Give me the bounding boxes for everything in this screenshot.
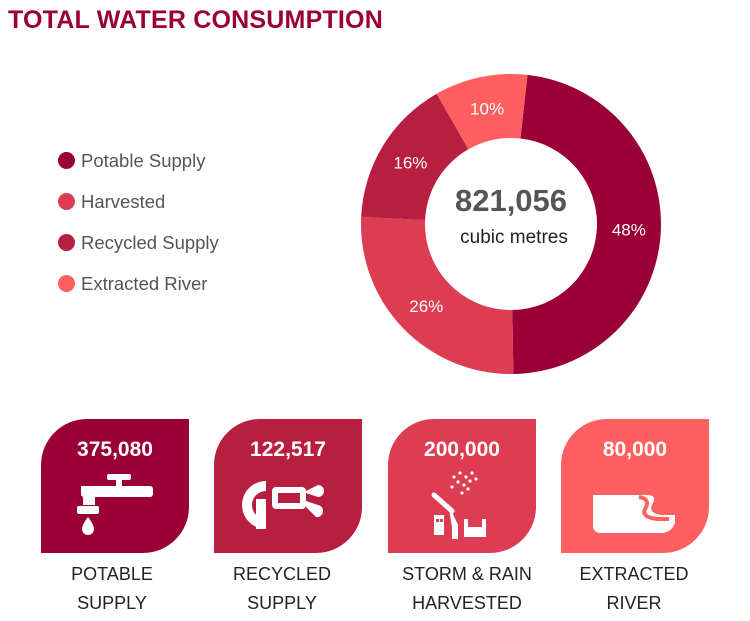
chart-legend: Potable Supply Harvested Recycled Supply… bbox=[58, 140, 219, 304]
donut-slice-label: 26% bbox=[409, 297, 443, 316]
caption-line: SUPPLY bbox=[247, 593, 317, 613]
legend-label: Recycled Supply bbox=[81, 231, 219, 253]
legend-item-recycled: Recycled Supply bbox=[58, 222, 219, 263]
donut-slice-recycled-supply bbox=[361, 93, 469, 220]
donut-slices bbox=[361, 74, 662, 374]
caption-potable-supply: POTABLE SUPPLY bbox=[27, 560, 197, 618]
caption-line: SUPPLY bbox=[77, 593, 147, 613]
caption-recycled-supply: RECYCLED SUPPLY bbox=[197, 560, 367, 618]
card-value: 122,517 bbox=[250, 438, 326, 461]
card-value: 375,080 bbox=[77, 438, 153, 461]
card-value: 200,000 bbox=[424, 438, 500, 461]
legend-label: Extracted River bbox=[81, 272, 208, 294]
card-potable-supply: 375,080 bbox=[41, 419, 189, 553]
caption-line: RIVER bbox=[606, 593, 662, 613]
donut-slice-label: 10% bbox=[470, 99, 504, 118]
rain-house-icon bbox=[431, 471, 486, 539]
caption-extracted-river: EXTRACTED RIVER bbox=[549, 560, 719, 618]
card-recycled-supply: 122,517 bbox=[214, 419, 362, 553]
legend-label: Potable Supply bbox=[81, 149, 206, 171]
tap-icon bbox=[77, 474, 153, 535]
donut-slice-label: 48% bbox=[612, 221, 646, 240]
legend-item-potable: Potable Supply bbox=[58, 140, 219, 181]
caption-line: RECYCLED bbox=[232, 564, 332, 584]
donut-slice-label: 16% bbox=[393, 153, 427, 172]
river-icon bbox=[593, 495, 675, 533]
center-total-value: 821,056 bbox=[455, 183, 567, 218]
card-value: 80,000 bbox=[602, 438, 668, 461]
center-unit-label: cubic metres bbox=[460, 227, 568, 248]
legend-item-extracted: Extracted River bbox=[58, 263, 219, 304]
donut-labels: 48% 26% 16% 10% bbox=[393, 99, 646, 316]
legend-dot bbox=[58, 275, 75, 292]
legend-dot bbox=[58, 152, 75, 169]
caption-line: EXTRACTED bbox=[579, 564, 689, 584]
recycled-pipe-icon bbox=[242, 481, 324, 529]
card-storm-rain-harvested: 200,000 bbox=[388, 419, 536, 553]
donut-slice-extracted-river bbox=[436, 74, 528, 150]
legend-dot bbox=[58, 193, 75, 210]
page-title: TOTAL WATER CONSUMPTION bbox=[8, 6, 383, 34]
caption-line: POTABLE bbox=[71, 564, 153, 584]
donut-slice-harvested bbox=[361, 216, 514, 374]
caption-line: HARVESTED bbox=[412, 593, 522, 613]
donut-slice-potable-supply bbox=[512, 74, 662, 374]
caption-storm-rain-harvested: STORM & RAIN HARVESTED bbox=[382, 560, 552, 618]
legend-item-harvested: Harvested bbox=[58, 181, 219, 222]
card-extracted-river: 80,000 bbox=[561, 419, 709, 553]
legend-dot bbox=[58, 234, 75, 251]
caption-line: STORM & RAIN bbox=[402, 564, 532, 584]
legend-label: Harvested bbox=[81, 190, 166, 212]
donut-chart: 48% 26% 16% 10% 821,056 cubic metres bbox=[361, 74, 662, 374]
